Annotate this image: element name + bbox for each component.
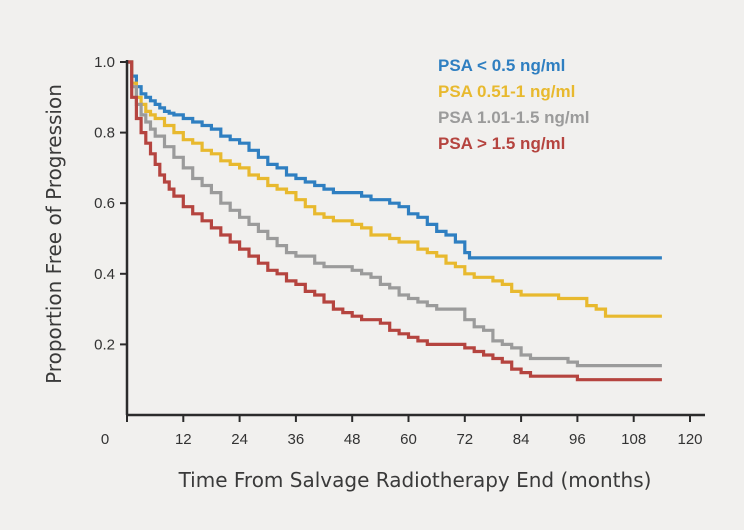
- series-line-2: [127, 60, 662, 318]
- x-tick-label: 72: [456, 431, 473, 448]
- y-tick-label: 0.2: [94, 336, 115, 353]
- x-tick-label: 24: [231, 431, 248, 448]
- y-tick-label: 0.6: [94, 195, 115, 212]
- y-tick-label: 1.0: [94, 54, 115, 71]
- x-tick-label: 0: [101, 431, 109, 448]
- x-axis-title: Time From Salvage Radiotherapy End (mont…: [178, 468, 652, 492]
- x-tick-label: 12: [175, 431, 192, 448]
- legend-entry-3: PSA 1.01-1.5 ng/ml: [438, 108, 589, 127]
- x-tick-label: 84: [513, 431, 530, 448]
- legend-entry-4: PSA > 1.5 ng/ml: [438, 134, 565, 153]
- series-line-1: [127, 60, 662, 260]
- x-tick-label: 96: [569, 431, 586, 448]
- y-axis-title: Proportion Free of Progression: [42, 84, 66, 384]
- y-axis-ticks: 0.2 0.4 0.6 0.8 1.0: [94, 54, 127, 353]
- legend: PSA < 0.5 ng/ml PSA 0.51-1 ng/ml PSA 1.01-…: [438, 56, 589, 153]
- y-tick-label: 0.8: [94, 125, 115, 142]
- legend-entry-1: PSA < 0.5 ng/ml: [438, 56, 565, 75]
- survival-curves: [127, 60, 662, 382]
- x-tick-label: 108: [621, 431, 646, 448]
- series-line-3: [127, 60, 662, 368]
- x-tick-label: 60: [400, 431, 417, 448]
- y-tick-label: 0.4: [94, 266, 115, 283]
- x-axis-ticks: 0 12 24 36 48 60 72 84 96 108 120: [101, 415, 703, 448]
- x-tick-label: 120: [677, 431, 702, 448]
- x-tick-label: 36: [288, 431, 305, 448]
- x-tick-label: 48: [344, 431, 361, 448]
- legend-entry-2: PSA 0.51-1 ng/ml: [438, 82, 575, 101]
- series-line-4: [127, 60, 662, 382]
